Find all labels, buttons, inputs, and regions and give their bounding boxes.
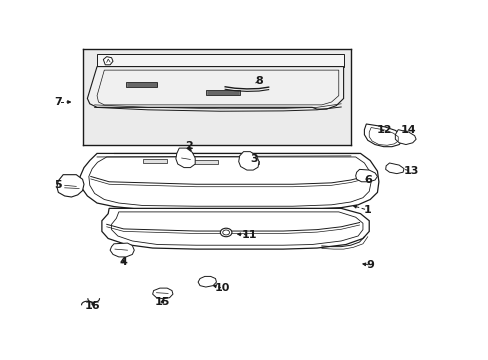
Polygon shape bbox=[126, 82, 157, 87]
Polygon shape bbox=[355, 169, 377, 182]
Polygon shape bbox=[193, 160, 218, 164]
Circle shape bbox=[220, 228, 231, 237]
Polygon shape bbox=[152, 288, 173, 299]
Polygon shape bbox=[102, 208, 368, 249]
Polygon shape bbox=[110, 243, 134, 257]
Circle shape bbox=[223, 230, 229, 235]
Polygon shape bbox=[364, 124, 402, 147]
Text: 7: 7 bbox=[54, 97, 62, 107]
Text: 2: 2 bbox=[184, 141, 192, 151]
Text: 14: 14 bbox=[400, 125, 416, 135]
Polygon shape bbox=[205, 90, 239, 95]
Text: 4: 4 bbox=[120, 257, 127, 266]
Polygon shape bbox=[87, 67, 343, 109]
Text: 15: 15 bbox=[154, 297, 170, 307]
Polygon shape bbox=[238, 152, 259, 170]
Text: 16: 16 bbox=[84, 301, 100, 311]
Polygon shape bbox=[97, 54, 343, 67]
Polygon shape bbox=[176, 148, 195, 168]
Text: 3: 3 bbox=[250, 154, 258, 164]
Polygon shape bbox=[198, 276, 216, 287]
Polygon shape bbox=[394, 130, 415, 145]
Polygon shape bbox=[82, 49, 350, 145]
Text: 9: 9 bbox=[366, 260, 373, 270]
Text: 11: 11 bbox=[241, 230, 257, 240]
Polygon shape bbox=[385, 163, 403, 174]
Text: 8: 8 bbox=[255, 76, 263, 86]
Polygon shape bbox=[57, 175, 84, 197]
Polygon shape bbox=[142, 159, 167, 163]
Text: 5: 5 bbox=[55, 180, 62, 190]
Polygon shape bbox=[80, 153, 378, 210]
Polygon shape bbox=[103, 57, 113, 65]
Text: 1: 1 bbox=[363, 205, 371, 215]
Text: 6: 6 bbox=[363, 175, 371, 185]
Polygon shape bbox=[239, 161, 259, 165]
Text: 13: 13 bbox=[403, 166, 418, 176]
Text: 10: 10 bbox=[215, 283, 230, 293]
Text: 12: 12 bbox=[376, 125, 392, 135]
